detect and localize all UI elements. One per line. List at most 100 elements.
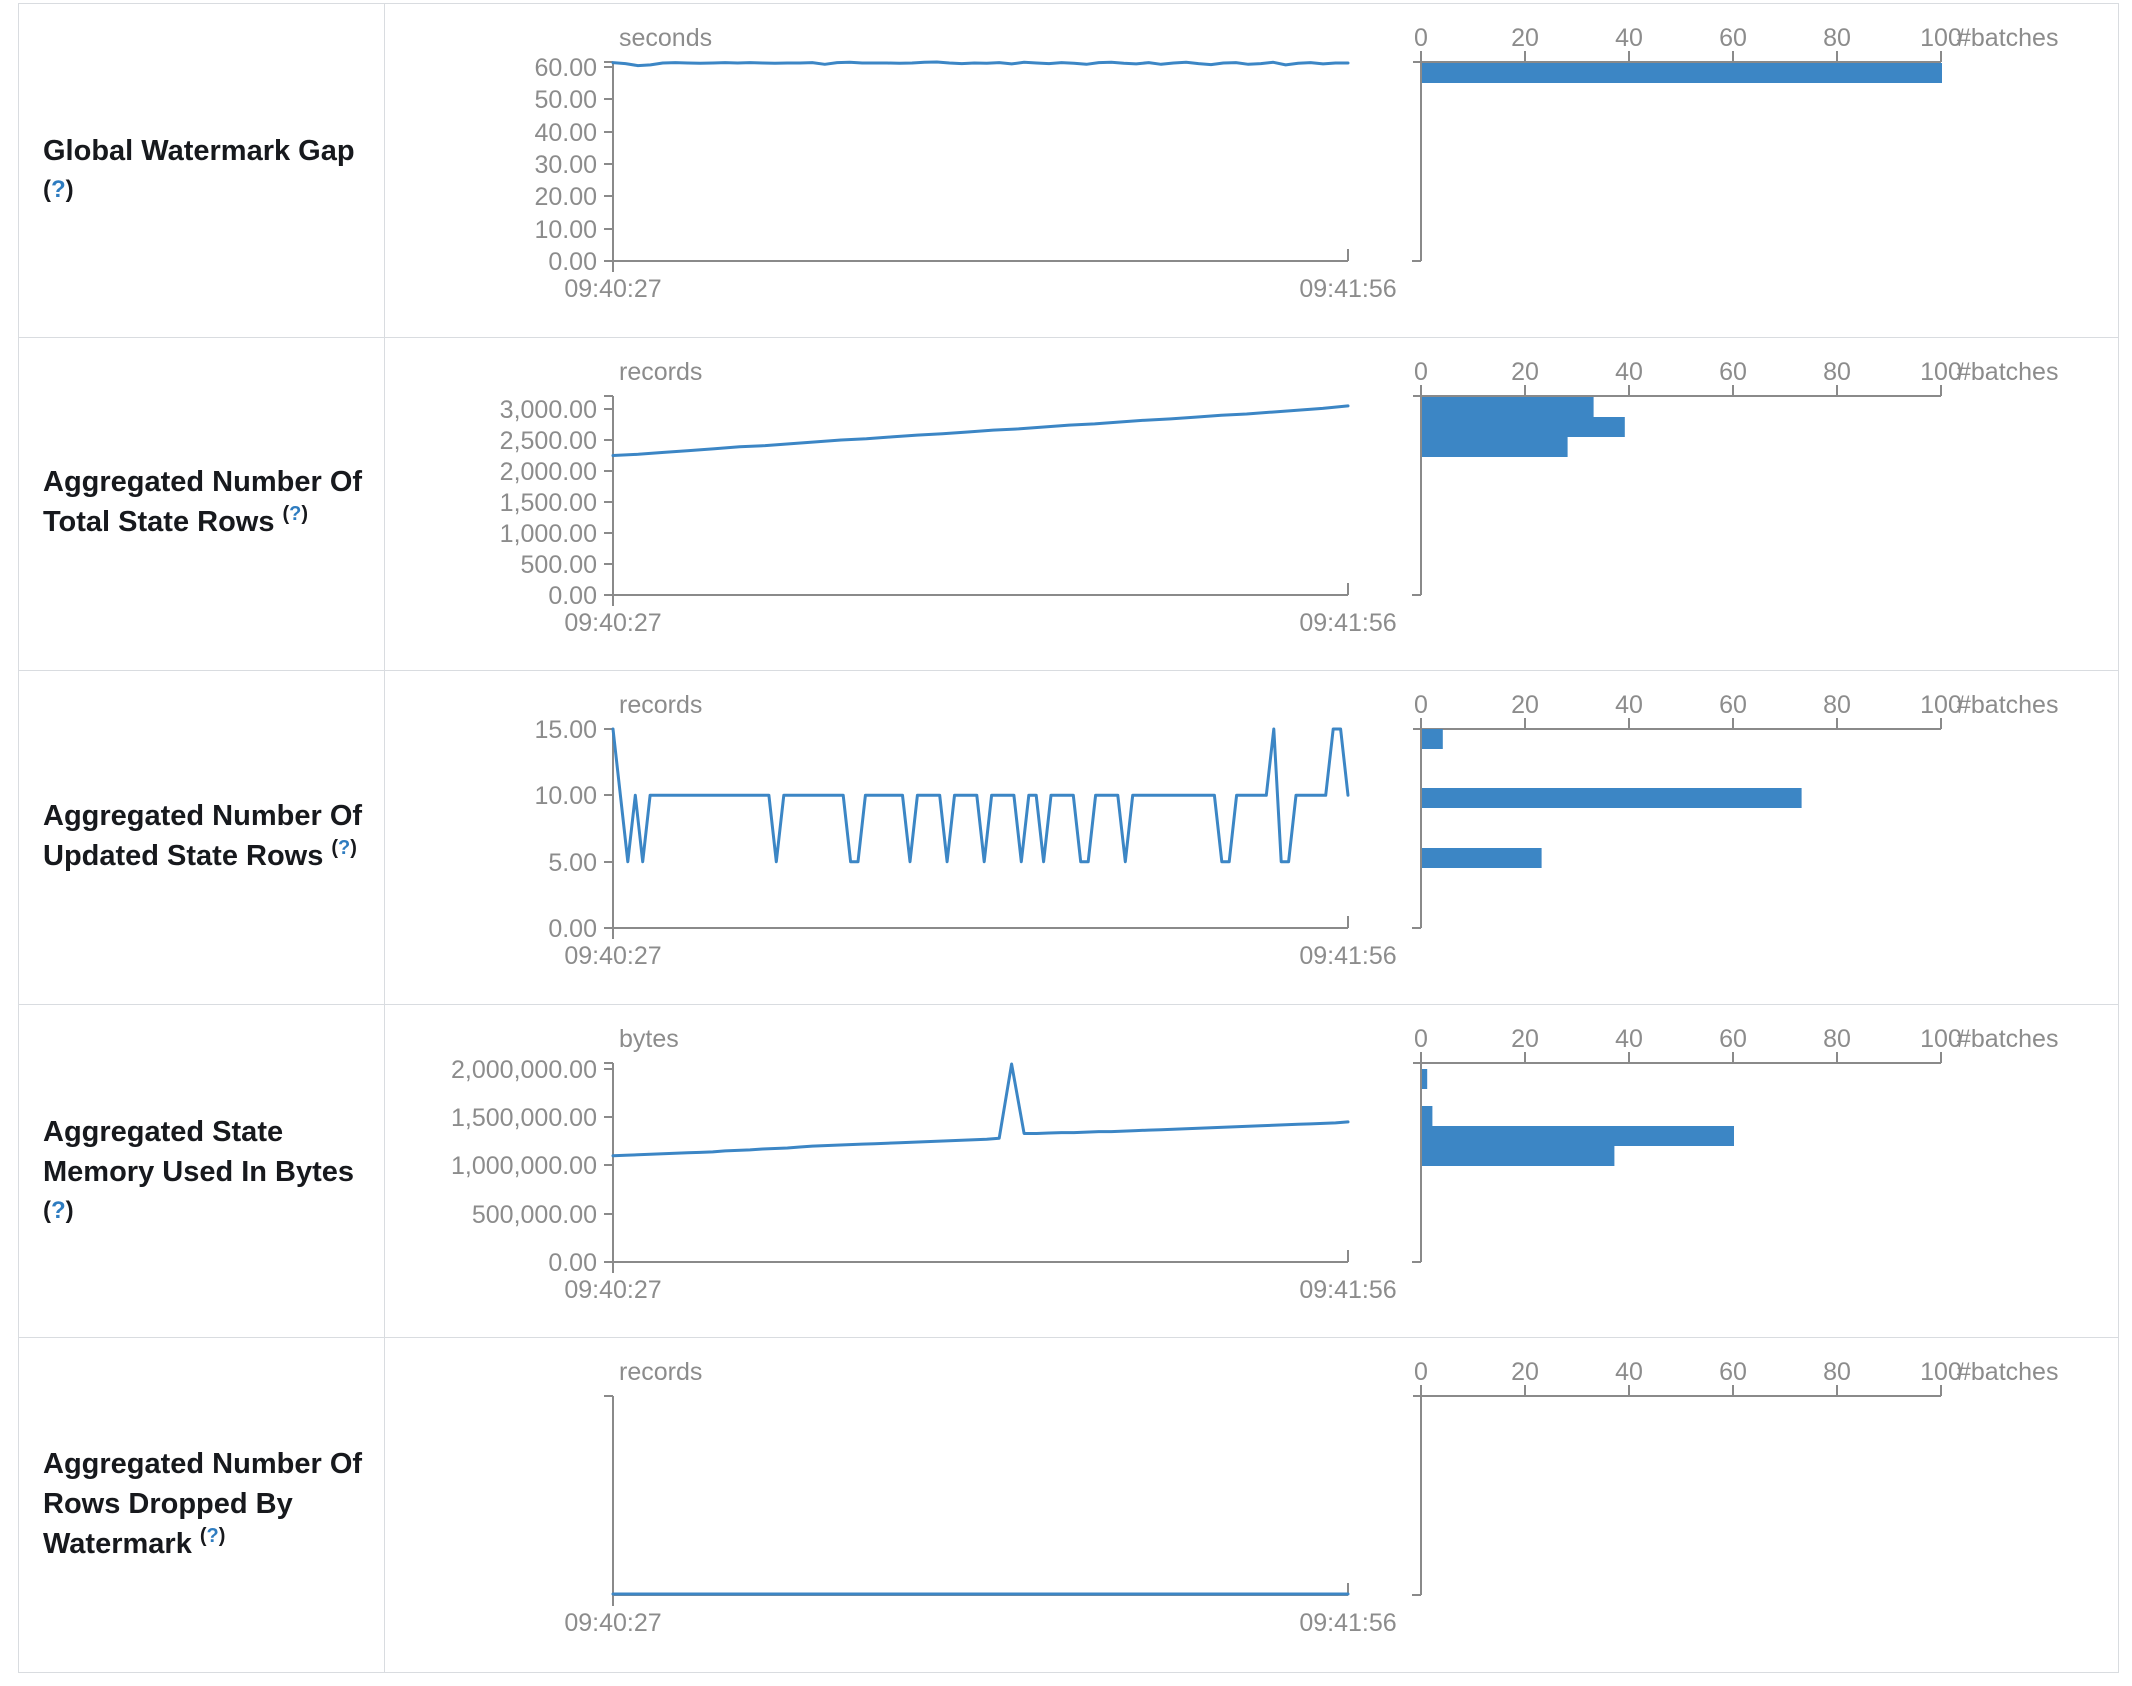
chart-cell: records 09:40:27 09:41:56 0 20 40 60 80 100 #batc… xyxy=(385,1338,2118,1672)
unit-label: records xyxy=(619,691,702,719)
histogram-bar xyxy=(1422,436,1568,457)
help-wrapper: (?) xyxy=(43,1192,74,1230)
help-link[interactable]: ? xyxy=(338,836,351,859)
histogram-x-tick-label: 80 xyxy=(1823,24,1851,52)
help-wrapper: (?) xyxy=(43,171,74,209)
x-axis-end-label: 09:41:56 xyxy=(1299,609,1396,637)
histogram-unit-label: #batches xyxy=(1957,24,2058,52)
metric-label: Aggregated State xyxy=(43,1116,284,1149)
help-link[interactable]: ? xyxy=(206,1524,219,1547)
help-paren: ( xyxy=(43,176,51,204)
timeline-and-histogram-chart: seconds 0.00 10.00 20.00 30.00 40.00 50.00 60.0… xyxy=(534,24,2058,303)
metric-label: Aggregated Number Of xyxy=(43,1447,363,1480)
histogram-x-tick-label: 0 xyxy=(1414,1025,1428,1053)
metric-label-cell: Aggregated Number Of Updated State Rows(… xyxy=(19,671,385,1004)
histogram-x-tick-label: 40 xyxy=(1615,1025,1643,1053)
help-link[interactable]: ? xyxy=(289,503,302,526)
unit-label: records xyxy=(619,358,702,386)
y-axis-tick-label: 3,000.00 xyxy=(500,396,597,424)
histogram-bar xyxy=(1422,1105,1433,1126)
y-axis-tick-label: 10.00 xyxy=(534,216,597,244)
unit-label: records xyxy=(619,1358,702,1386)
x-axis-start-label: 09:40:27 xyxy=(564,609,661,637)
unit-label: bytes xyxy=(619,1025,679,1053)
histogram-bar xyxy=(1422,416,1625,437)
metric-label-cell: Aggregated State Memory Used In Bytes (?… xyxy=(19,1004,385,1338)
histogram-bar xyxy=(1422,848,1542,869)
timeline-and-histogram-chart: records 0.00 5.00 10.00 15.00 09:40:27 09:41:5… xyxy=(534,691,2058,970)
histogram-bar xyxy=(1422,1145,1615,1166)
histogram-bar xyxy=(1422,1125,1734,1146)
y-axis-tick-label: 2,500.00 xyxy=(500,427,597,455)
timeline-and-histogram-chart: bytes 0.00 500,000.00 1,000,000.00 1,500,000… xyxy=(451,1025,2058,1304)
help-paren: ( xyxy=(282,503,290,526)
chart-cell: bytes 0.00 500,000.00 1,000,000.00 1,500,000… xyxy=(385,1005,2118,1338)
metric-row-total-state-rows: Aggregated Number Of Total State Rows (?)… xyxy=(19,337,2118,672)
help-link[interactable]: ? xyxy=(51,1197,66,1225)
help-link[interactable]: ? xyxy=(51,176,66,204)
histogram-unit-label: #batches xyxy=(1957,1025,2058,1053)
chart-cell: records 0.00 500.00 1,000.00 1,500.00 2,000.0… xyxy=(385,338,2118,671)
histogram-x-tick-label: 40 xyxy=(1615,24,1643,52)
histogram-unit-label: #batches xyxy=(1957,1358,2058,1386)
y-axis-tick-label: 50.00 xyxy=(534,86,597,114)
chart-cell: seconds 0.00 10.00 20.00 30.00 40.00 50.00 60.0… xyxy=(385,4,2118,337)
histogram-bar xyxy=(1422,1068,1428,1089)
y-axis-tick-label: 0.00 xyxy=(548,582,597,610)
histogram-x-tick-label: 80 xyxy=(1823,1358,1851,1386)
histogram-x-tick-label: 100 xyxy=(1920,691,1962,719)
help-paren: ) xyxy=(350,836,357,859)
metric-label: Aggregated Number Of xyxy=(43,466,363,499)
y-axis-tick-label: 500,000.00 xyxy=(472,1201,597,1229)
y-axis-tick-label: 500.00 xyxy=(521,551,597,579)
y-axis-tick-label: 40.00 xyxy=(534,119,597,147)
metric-row-state-memory-bytes: Aggregated State Memory Used In Bytes (?… xyxy=(19,1004,2118,1339)
metric-row-updated-state-rows: Aggregated Number Of Updated State Rows(… xyxy=(19,671,2118,1005)
x-axis-end-label: 09:41:56 xyxy=(1299,275,1396,303)
histogram-x-tick-label: 60 xyxy=(1719,1358,1747,1386)
histogram-x-tick-label: 40 xyxy=(1615,1358,1643,1386)
y-axis-tick-label: 1,500.00 xyxy=(500,489,597,517)
y-axis-tick-label: 60.00 xyxy=(534,54,597,82)
histogram-x-tick-label: 100 xyxy=(1920,358,1962,386)
metric-timeline-line xyxy=(611,727,1350,864)
metric-label: Rows Dropped By xyxy=(43,1487,293,1520)
histogram-x-tick-label: 80 xyxy=(1823,1025,1851,1053)
help-wrapper: (?) xyxy=(283,503,309,525)
histogram-x-tick-label: 80 xyxy=(1823,358,1851,386)
metric-row-global-watermark-gap: Global Watermark Gap (?) seconds 0.00 10.0… xyxy=(19,4,2118,338)
metric-label-cell: Global Watermark Gap (?) xyxy=(19,4,385,337)
y-axis-tick-label: 30.00 xyxy=(534,151,597,179)
y-axis-tick-label: 0.00 xyxy=(548,1249,597,1277)
metric-timeline-line xyxy=(611,403,1350,457)
y-axis-tick-label: 5.00 xyxy=(548,849,597,877)
help-paren: ) xyxy=(65,176,74,204)
help-paren: ) xyxy=(301,503,309,526)
histogram-bar xyxy=(1422,788,1802,809)
help-paren: ) xyxy=(65,1197,74,1225)
histogram-unit-label: #batches xyxy=(1957,691,2058,719)
timeline-and-histogram-chart: records 0.00 500.00 1,000.00 1,500.00 2,000.0… xyxy=(500,358,2059,637)
y-axis-tick-label: 10.00 xyxy=(534,782,597,810)
y-axis-tick-label: 2,000.00 xyxy=(500,458,597,486)
metric-timeline-line xyxy=(611,60,1350,68)
y-axis-tick-label: 1,000,000.00 xyxy=(451,1152,597,1180)
x-axis-start-label: 09:40:27 xyxy=(564,1609,661,1637)
histogram-x-tick-label: 40 xyxy=(1615,358,1643,386)
y-axis-tick-label: 20.00 xyxy=(534,183,597,211)
histogram-x-tick-label: 100 xyxy=(1920,1025,1962,1053)
histogram-x-tick-label: 100 xyxy=(1920,24,1962,52)
help-paren: ( xyxy=(331,836,339,859)
y-axis-tick-label: 0.00 xyxy=(548,915,597,943)
histogram-x-tick-label: 0 xyxy=(1414,358,1428,386)
metric-row-rows-dropped-by-watermark: Aggregated Number Of Rows Dropped By Wat… xyxy=(19,1338,2118,1672)
y-axis-tick-label: 2,000,000.00 xyxy=(451,1056,597,1084)
x-axis-end-label: 09:41:56 xyxy=(1299,942,1396,970)
help-wrapper: (?) xyxy=(331,837,357,859)
help-paren: ( xyxy=(43,1197,51,1225)
metric-label: Updated State Rows (?) xyxy=(43,836,357,872)
histogram-x-tick-label: 100 xyxy=(1920,1358,1962,1386)
streaming-metrics-table: Global Watermark Gap (?) seconds 0.00 10.0… xyxy=(18,3,2119,1673)
y-axis-tick-label: 1,000.00 xyxy=(500,520,597,548)
